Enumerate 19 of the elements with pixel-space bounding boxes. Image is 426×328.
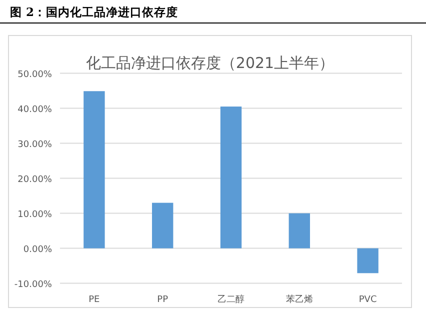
- y-tick-label: 40.00%: [18, 104, 52, 115]
- y-tick-label: 20.00%: [18, 174, 52, 185]
- y-tick-label: 10.00%: [18, 210, 52, 220]
- y-tick-label: 30.00%: [18, 140, 52, 150]
- y-tick-label: 0.00%: [23, 244, 52, 255]
- x-tick-label: PP: [157, 295, 169, 305]
- x-tick-label: 乙二醇: [218, 294, 244, 305]
- bar: [357, 248, 378, 274]
- x-tick-label: PE: [88, 295, 100, 305]
- bar: [288, 213, 310, 248]
- y-tick-label: 50.00%: [18, 70, 52, 80]
- bar: [220, 106, 242, 248]
- y-tick-label: -10.00%: [14, 280, 52, 290]
- chart-title: 图 2：国内化工品净进口依存度: [10, 5, 178, 19]
- x-tick-label: 苯乙烯: [286, 294, 313, 305]
- bar: [84, 91, 105, 248]
- x-tick-label: PVC: [358, 295, 377, 305]
- bar: [152, 202, 174, 248]
- chart-subtitle: 化工品净进口依存度（2021上半年）: [86, 54, 334, 72]
